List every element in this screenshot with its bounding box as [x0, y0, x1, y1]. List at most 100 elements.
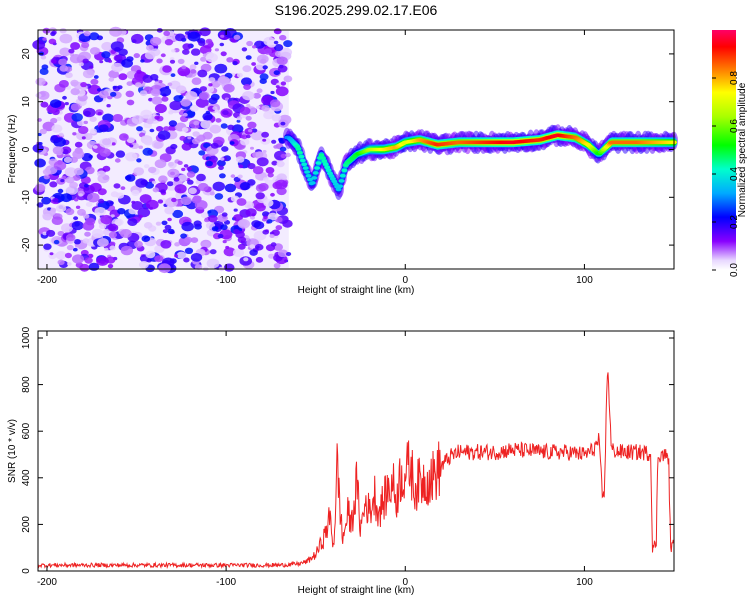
noise-blob: [280, 81, 287, 86]
noise-blob: [275, 86, 289, 97]
noise-blob: [274, 44, 284, 52]
noise-blob: [220, 123, 228, 129]
noise-blob: [282, 219, 293, 228]
noise-blob: [43, 243, 52, 250]
noise-blob: [58, 132, 64, 137]
noise-blob: [133, 167, 145, 176]
noise-blob: [237, 219, 250, 229]
noise-blob: [82, 107, 96, 118]
noise-blob: [177, 160, 183, 165]
noise-blob: [151, 96, 163, 105]
noise-blob: [161, 96, 169, 102]
noise-blob: [205, 52, 218, 63]
noise-blob: [72, 254, 84, 264]
noise-blob: [237, 243, 246, 250]
ridge-point: [298, 154, 305, 159]
noise-blob: [183, 136, 195, 146]
noise-blob: [136, 69, 142, 74]
noise-blob: [130, 142, 139, 149]
noise-blob: [35, 77, 46, 86]
noise-blob: [197, 69, 208, 78]
noise-blob: [206, 258, 220, 269]
noise-blob: [209, 124, 222, 134]
noise-blob: [104, 247, 109, 252]
noise-blob: [237, 236, 247, 243]
noise-blob: [131, 189, 140, 196]
noise-blob: [233, 229, 240, 234]
noise-blob: [125, 152, 138, 162]
noise-blob: [236, 72, 243, 78]
noise-blob: [262, 65, 268, 70]
noise-blob: [246, 204, 252, 209]
noise-blob: [46, 217, 51, 221]
noise-blob: [59, 28, 67, 34]
noise-blob: [205, 160, 213, 167]
noise-blob: [55, 251, 67, 260]
noise-blob: [69, 181, 78, 189]
noise-blob: [188, 187, 197, 195]
noise-blob: [83, 30, 91, 37]
noise-blob: [209, 249, 217, 255]
ridge-point: [307, 177, 313, 182]
noise-blob: [156, 126, 164, 132]
noise-blob: [229, 141, 235, 145]
noise-blob: [230, 174, 236, 178]
noise-blob: [150, 74, 159, 81]
noise-blob: [126, 81, 133, 86]
noise-blob: [65, 233, 76, 242]
noise-blob: [196, 134, 206, 142]
noise-blob: [198, 91, 210, 100]
noise-blob: [150, 36, 162, 46]
noise-blob: [67, 262, 72, 266]
noise-blob: [88, 262, 100, 271]
noise-blob: [212, 181, 225, 192]
ridge-point: [341, 168, 348, 173]
noise-blob: [200, 212, 209, 219]
noise-blob: [146, 118, 154, 125]
noise-blob: [97, 238, 109, 247]
noise-blob: [155, 221, 162, 226]
noise-blob: [52, 197, 59, 203]
noise-blob: [236, 116, 243, 121]
noise-blob: [214, 48, 219, 52]
noise-blob: [199, 27, 211, 37]
noise-blob: [94, 207, 107, 216]
noise-blob: [100, 214, 113, 225]
noise-blob: [262, 138, 267, 142]
noise-blob: [219, 173, 226, 179]
noise-blob: [158, 80, 163, 84]
noise-blob: [270, 90, 275, 95]
noise-blob: [224, 183, 236, 193]
noise-blob: [250, 146, 254, 150]
noise-blob: [78, 193, 83, 197]
noise-blob: [238, 164, 244, 169]
noise-blob: [162, 65, 172, 73]
noise-blob: [205, 38, 213, 44]
noise-blob: [269, 234, 275, 238]
noise-blob: [150, 88, 161, 97]
noise-blob: [243, 257, 249, 262]
noise-blob: [70, 88, 80, 96]
noise-blob: [50, 135, 59, 141]
noise-blob: [168, 125, 177, 132]
noise-blob: [247, 163, 256, 170]
noise-blob: [182, 112, 188, 117]
colorbar-tick-label: 0.4: [729, 167, 740, 181]
noise-blob: [176, 251, 187, 259]
noise-blob: [83, 120, 89, 125]
noise-blob: [93, 75, 99, 79]
spectrogram-x-label: Height of straight line (km): [298, 285, 415, 296]
spectrogram-ridge: [283, 124, 678, 200]
noise-blob: [241, 134, 248, 140]
noise-blob: [170, 143, 178, 150]
noise-blob: [172, 209, 184, 219]
y-tick-label: 200: [21, 516, 32, 533]
noise-blob: [115, 150, 126, 158]
noise-blob: [265, 167, 275, 174]
noise-blob: [270, 242, 277, 247]
noise-blob: [69, 54, 83, 64]
noise-blob: [70, 79, 79, 87]
noise-blob: [87, 192, 100, 203]
noise-blob: [125, 174, 136, 182]
ridge-point: [322, 162, 329, 166]
